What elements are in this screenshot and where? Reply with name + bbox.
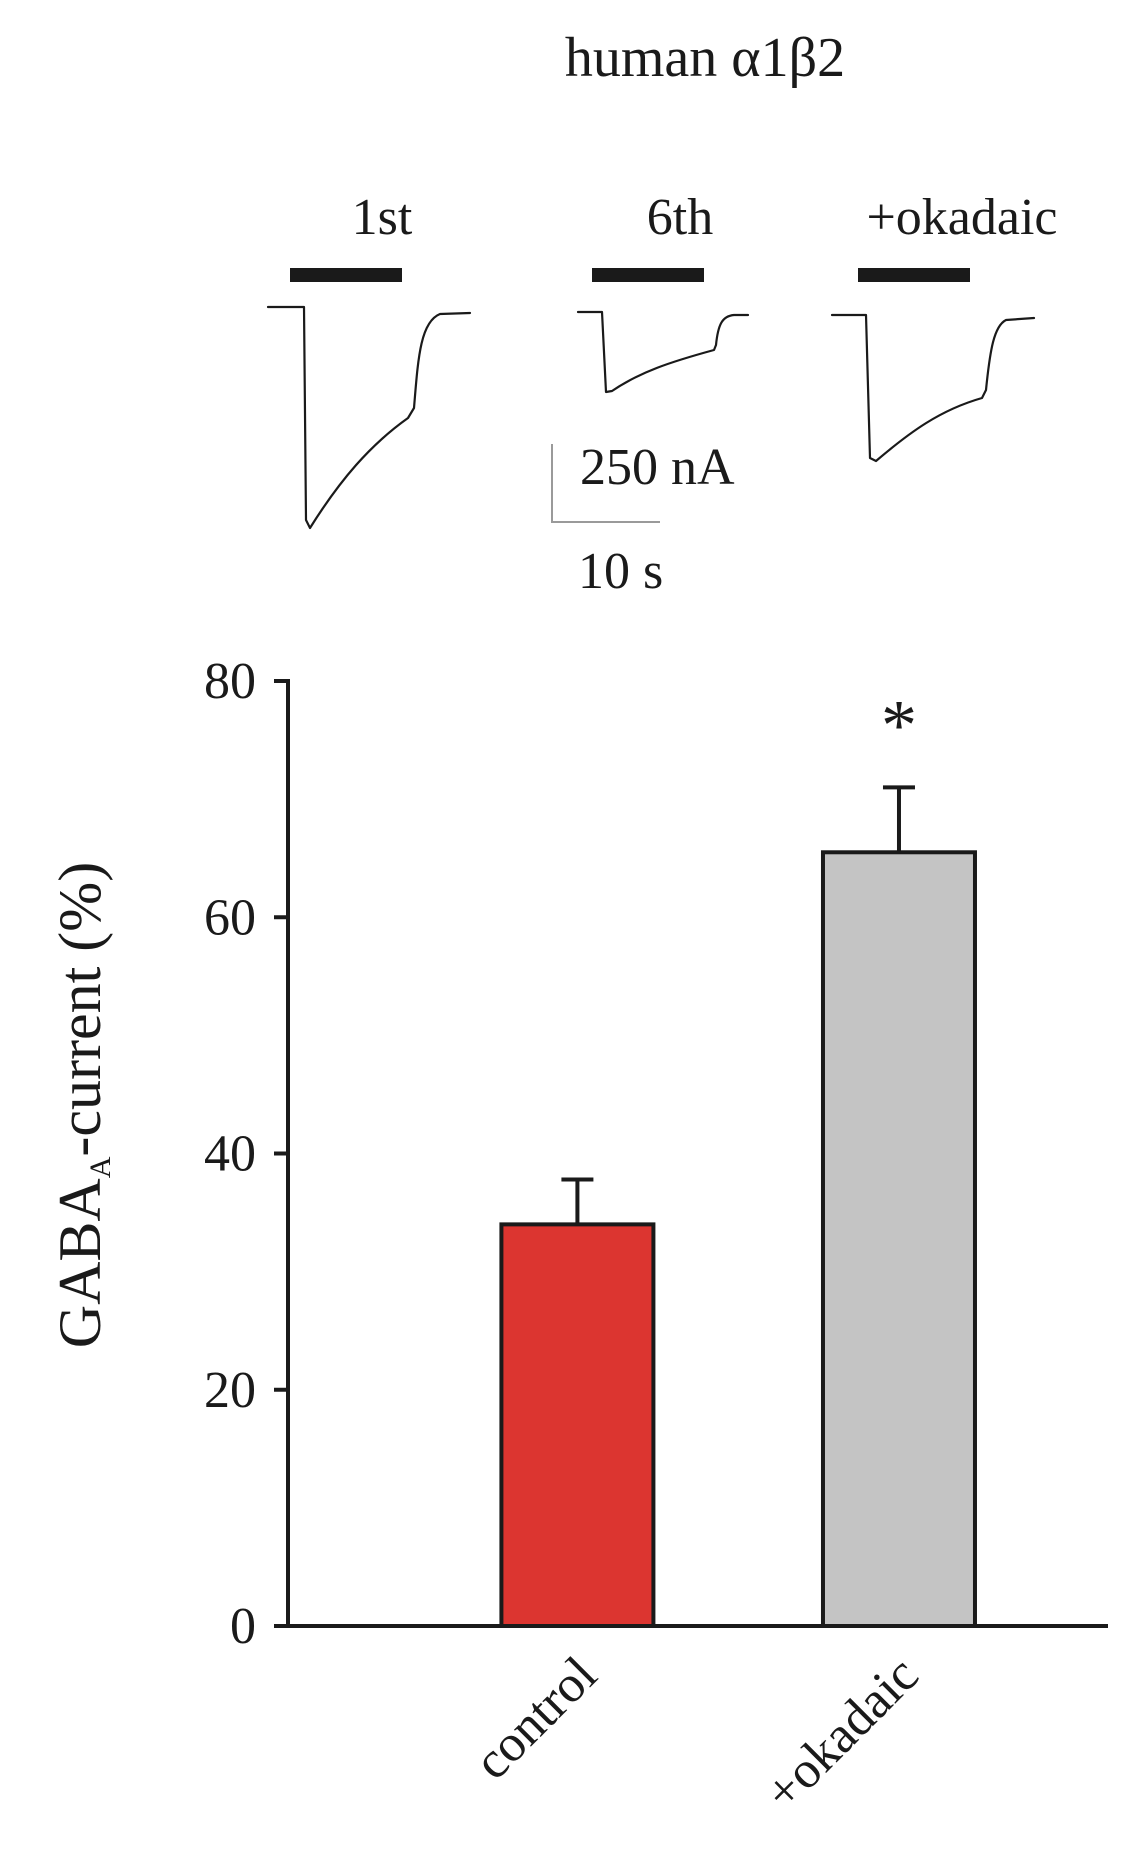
y-axis-label-tail: -current (%) (47, 862, 113, 1157)
scale-bar (551, 444, 660, 523)
bars: * (499, 685, 977, 1628)
significance-marker-1: * (881, 685, 917, 765)
current-trace-okadaic (830, 313, 1036, 463)
y-tick-label-2: 40 (204, 1126, 256, 1183)
y-ticks: 0 20 40 60 80 (204, 653, 288, 1655)
y-tick-label-0: 0 (230, 1598, 256, 1655)
panel-title: human α1β2 (565, 27, 845, 89)
current-trace-1st (266, 305, 472, 530)
y-tick-label-1: 20 (204, 1362, 256, 1419)
y-axis-label-main: GABA (47, 1178, 113, 1348)
bar-0 (499, 1222, 656, 1628)
y-tick-label-3: 60 (204, 889, 256, 946)
scale-bar-time-label: 10 s (578, 543, 663, 600)
trace-label-okadaic: +okadaic (866, 189, 1057, 246)
trace-label-1st: 1st (352, 189, 413, 246)
gaba-application-bar-6th (592, 268, 704, 282)
y-axis-label: GABAA-current (%) (47, 862, 117, 1349)
y-tick-label-4: 80 (204, 653, 256, 710)
x-tick-label-0: control (463, 1646, 607, 1790)
gaba-application-bar-okadaic (858, 268, 970, 282)
x-tick-label-1: +okadaic (754, 1646, 929, 1821)
current-traces: 1st 6th +okadaic 250 nA 10 s (266, 189, 1058, 600)
scale-bar-current-label: 250 nA (580, 439, 735, 496)
current-trace-6th (576, 310, 750, 394)
x-tick-labels: control +okadaic (463, 1646, 929, 1821)
bar-1 (820, 850, 977, 1628)
trace-label-6th: 6th (647, 189, 713, 246)
bar-chart: 0 20 40 60 80 * control +okadaic GABAA-curren… (47, 653, 1108, 1822)
y-axis-label-subscript: A (84, 1156, 117, 1178)
gaba-application-bar-1st (290, 268, 402, 282)
